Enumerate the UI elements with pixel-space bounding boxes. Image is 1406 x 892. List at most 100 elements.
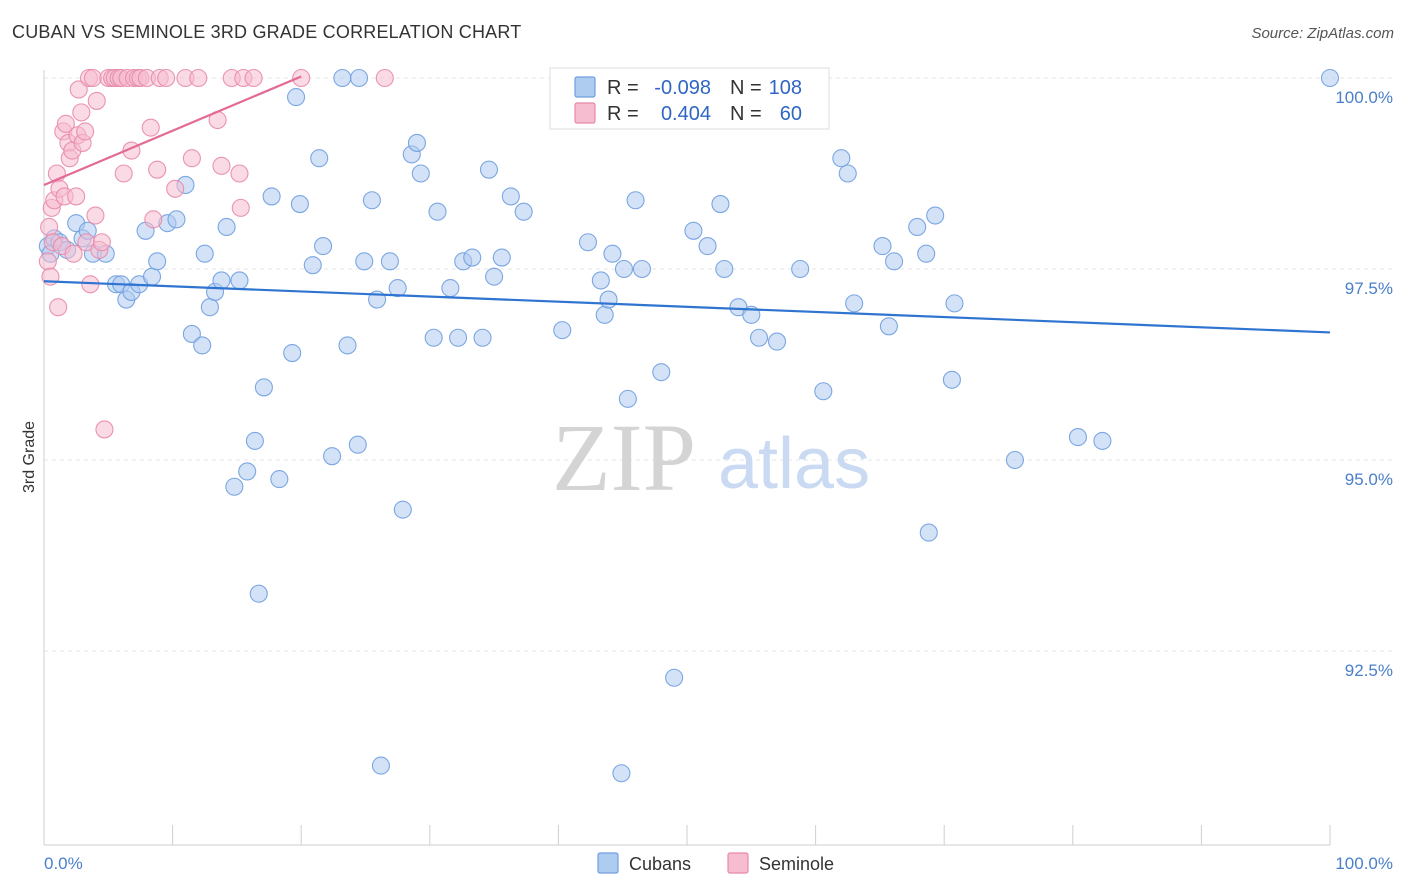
cubans-point — [167, 210, 186, 229]
series-legend: Cubans Seminole — [597, 852, 834, 874]
seminole-points — [38, 68, 394, 439]
cubans-point — [1320, 68, 1340, 88]
source-attribution: Source: ZipAtlas.com — [1251, 25, 1394, 42]
cubans-point — [873, 237, 892, 256]
cubans-point — [348, 435, 367, 454]
series-legend-label-seminole: Seminole — [759, 854, 834, 874]
cubans-point — [380, 252, 399, 271]
cubans-point — [501, 187, 520, 206]
trend-lines — [43, 75, 1331, 334]
seminole-point — [292, 68, 311, 88]
seminole-point — [230, 164, 249, 183]
cubans-point — [314, 237, 333, 256]
cubans-point — [945, 294, 964, 313]
cubans-point — [1093, 431, 1112, 450]
seminole-point — [56, 114, 75, 133]
gridlines — [44, 77, 1393, 652]
x-tick-label-min: 0.0% — [44, 854, 83, 873]
seminole-point — [49, 298, 68, 317]
seminole-point — [67, 187, 86, 206]
cubans-point — [290, 195, 309, 214]
y-tick-label: 100.0% — [1335, 88, 1393, 107]
legend-n-label-seminole: N = — [730, 103, 762, 125]
cubans-point — [193, 336, 212, 355]
cubans-point — [148, 252, 167, 271]
seminole-point — [64, 244, 83, 263]
seminole-point — [40, 217, 59, 237]
seminole-point — [87, 91, 106, 110]
trend-line-seminole — [43, 75, 302, 186]
cubans-point — [182, 324, 201, 343]
legend-n-label-cubans: N = — [730, 77, 762, 99]
seminole-point — [189, 68, 208, 88]
cubans-point — [626, 191, 645, 210]
cubans-point — [591, 271, 610, 290]
cubans-point — [814, 382, 833, 401]
legend-n-value-cubans: 108 — [769, 77, 802, 99]
cubans-point — [428, 202, 447, 221]
seminole-point — [157, 68, 176, 88]
cubans-point — [578, 233, 598, 252]
cubans-point — [749, 328, 769, 347]
trend-line-cubans — [43, 280, 1331, 334]
legend-r-value-cubans: -0.098 — [654, 77, 711, 99]
y-axis-tick-labels: 100.0% 97.5% 95.0% 92.5% — [1335, 88, 1393, 680]
seminole-point — [375, 68, 394, 88]
cubans-point — [603, 244, 622, 263]
cubans-point — [245, 431, 264, 450]
cubans-point — [715, 259, 734, 279]
cubans-point — [832, 149, 851, 168]
cubans-point — [441, 279, 460, 298]
y-tick-label: 97.5% — [1345, 279, 1393, 298]
cubans-point — [200, 298, 219, 317]
chart-title: CUBAN VS SEMINOLE 3RD GRADE CORRELATION … — [12, 22, 522, 42]
cubans-point — [338, 336, 357, 355]
seminole-point — [231, 198, 250, 217]
cubans-point — [473, 328, 492, 347]
cubans-point — [195, 244, 214, 263]
cubans-point — [908, 217, 927, 237]
cubans-point — [230, 271, 249, 290]
cubans-point — [407, 133, 426, 152]
cubans-point — [767, 332, 787, 351]
cubans-point — [411, 164, 430, 183]
cubans-point — [845, 294, 864, 313]
cubans-point — [879, 317, 898, 336]
y-tick-label: 95.0% — [1345, 470, 1393, 489]
cubans-point — [142, 267, 162, 286]
cubans-point — [479, 160, 499, 179]
cubans-point — [926, 206, 945, 225]
x-tick-label-max: 100.0% — [1335, 854, 1393, 873]
cubans-point — [424, 328, 443, 347]
cubans-point — [838, 164, 857, 183]
seminole-point — [212, 156, 231, 175]
cubans-point — [238, 462, 257, 481]
cubans-point — [393, 500, 412, 519]
seminole-point — [69, 80, 88, 99]
cubans-point — [310, 149, 329, 168]
series-legend-label-cubans: Cubans — [629, 854, 691, 874]
cubans-point — [249, 584, 268, 603]
cubans-point — [254, 378, 273, 397]
cubans-point — [212, 271, 231, 290]
stats-legend: R = -0.098 N = 108 R = 0.404 N = 60 — [549, 67, 830, 130]
seminole-point — [76, 122, 95, 141]
cubans-point — [917, 244, 936, 263]
y-axis-label: 3rd Grade — [21, 421, 38, 493]
cubans-point — [362, 191, 381, 210]
seminole-point — [72, 103, 91, 122]
seminole-point — [83, 68, 102, 88]
legend-r-label-seminole: R = — [607, 103, 639, 125]
cubans-point — [1068, 428, 1087, 447]
cubans-point — [942, 370, 961, 389]
seminole-point — [244, 68, 263, 88]
cubans-point — [333, 68, 352, 88]
stats-legend-box — [549, 67, 830, 130]
cubans-point — [350, 68, 369, 88]
cubans-point — [283, 343, 302, 363]
cubans-point — [684, 221, 703, 240]
cubans-point — [632, 259, 652, 279]
seminole-point — [95, 420, 114, 439]
cubans-point — [270, 470, 289, 489]
